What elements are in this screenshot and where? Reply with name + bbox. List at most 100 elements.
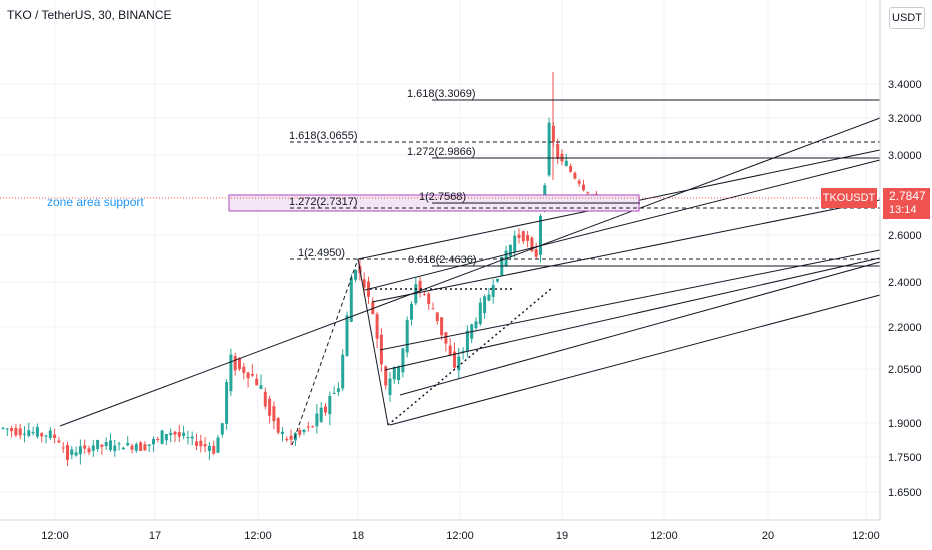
candle-body	[508, 244, 512, 257]
price-tick-label: 3.4000	[888, 79, 922, 91]
candle-body	[173, 431, 177, 435]
candle-body	[225, 382, 229, 424]
candle-body	[539, 216, 542, 255]
candle-body	[272, 406, 276, 422]
candle-body	[418, 280, 422, 291]
time-tick-label: 17	[149, 530, 161, 542]
pitchfork-line	[389, 294, 881, 426]
candle-body	[521, 231, 525, 242]
candle-body	[121, 447, 125, 450]
candle-body	[268, 398, 272, 416]
candle-body	[405, 319, 409, 353]
time-axis[interactable]: 12:00 17 12:00 18 12:00 19 12:00 20 12:00	[0, 519, 880, 542]
candle-body	[113, 445, 117, 452]
candle-body	[130, 445, 134, 450]
candle-body	[5, 428, 9, 430]
time-tick-label: 12:00	[446, 530, 474, 542]
candle-body	[478, 302, 482, 324]
fib-label: 1.618(3.0655)	[289, 130, 358, 142]
candle-body	[160, 430, 164, 444]
time-tick-label: 12:00	[244, 530, 272, 542]
candle-body	[96, 439, 100, 450]
pitchfork-line	[379, 249, 881, 351]
currency-button[interactable]: USDT	[889, 7, 925, 29]
candle-body	[44, 435, 48, 437]
candle-body	[397, 366, 401, 381]
candle-body	[547, 122, 551, 176]
candle-body	[40, 433, 44, 437]
candle-body	[233, 356, 237, 371]
candle-body	[35, 427, 39, 437]
candle-body	[306, 426, 310, 428]
chart-title: TKO / TetherUS, 30, BINANCE	[7, 8, 172, 22]
candle-body	[474, 321, 478, 329]
candle-body	[534, 249, 538, 257]
pitchfork-median-line	[59, 117, 881, 427]
candle-body	[18, 428, 22, 436]
candle-body	[139, 442, 143, 451]
fib-label: 1.618(3.3069)	[407, 88, 476, 100]
candle-body	[109, 440, 112, 450]
candle-body	[238, 358, 241, 370]
candle-body	[203, 444, 207, 447]
time-tick-label: 12:00	[41, 530, 69, 542]
candle-body	[354, 269, 358, 280]
candle-body	[143, 444, 147, 451]
candle-body	[289, 435, 293, 440]
candle-body	[410, 303, 413, 320]
fib-levels: 1.618(3.3069) 1.618(3.0655) 1.272(2.9866) 1…	[289, 88, 880, 267]
candle-body	[582, 184, 585, 191]
candle-body	[461, 350, 465, 352]
last-price-box: 2.7847 13:14	[883, 188, 930, 219]
candle-body	[311, 426, 315, 428]
price-axis[interactable]: 3.4000 3.2000 3.0000 2.6000 2.4000 2.2000 2.05…	[879, 0, 922, 520]
candle-body	[569, 166, 573, 172]
pitchfork-line	[371, 199, 881, 303]
price-tick-label: 2.0500	[888, 364, 922, 376]
bar-countdown: 13:14	[889, 204, 917, 216]
candle-body	[332, 392, 336, 394]
candle-body	[375, 314, 379, 339]
candle-body	[513, 235, 517, 252]
candle-body	[242, 366, 246, 373]
candle-body	[388, 378, 392, 395]
candle-body	[302, 429, 306, 433]
candle-body	[126, 442, 130, 446]
last-price: 2.7847	[889, 189, 926, 203]
time-tick-label: 20	[762, 530, 774, 542]
candle-body	[298, 430, 302, 435]
candle-body	[440, 317, 444, 336]
price-tick-label: 2.4000	[888, 277, 922, 289]
candle-body	[134, 444, 138, 451]
candle-body	[276, 418, 280, 433]
candle-body	[349, 277, 353, 322]
candle-body	[427, 293, 431, 305]
candle-body	[156, 438, 160, 440]
candle-body	[453, 351, 456, 368]
candle-body	[23, 433, 26, 435]
candle-body	[431, 308, 435, 310]
candle-body	[435, 312, 439, 322]
candle-body	[186, 437, 190, 439]
swing-line	[357, 258, 389, 426]
candle-body	[324, 406, 327, 413]
candle-body	[100, 444, 104, 447]
candle-body	[448, 345, 452, 356]
price-tick-label: 2.2000	[888, 322, 922, 334]
zone-annotation: zone area support	[47, 195, 144, 209]
candle-body	[199, 440, 203, 447]
candle-body	[483, 296, 487, 314]
candle-body	[564, 160, 568, 166]
price-tick-label: 3.0000	[888, 150, 922, 162]
candle-body	[66, 445, 69, 460]
fib-label: 1(2.7568)	[419, 191, 466, 203]
price-tick-label: 2.6000	[888, 230, 922, 242]
candle-body	[31, 432, 35, 434]
candle-body	[117, 443, 121, 445]
candle-body	[577, 180, 581, 184]
candle-body	[422, 293, 426, 295]
candle-body	[319, 407, 323, 422]
candle-body	[491, 285, 495, 297]
price-tick-label: 1.6500	[888, 487, 922, 499]
